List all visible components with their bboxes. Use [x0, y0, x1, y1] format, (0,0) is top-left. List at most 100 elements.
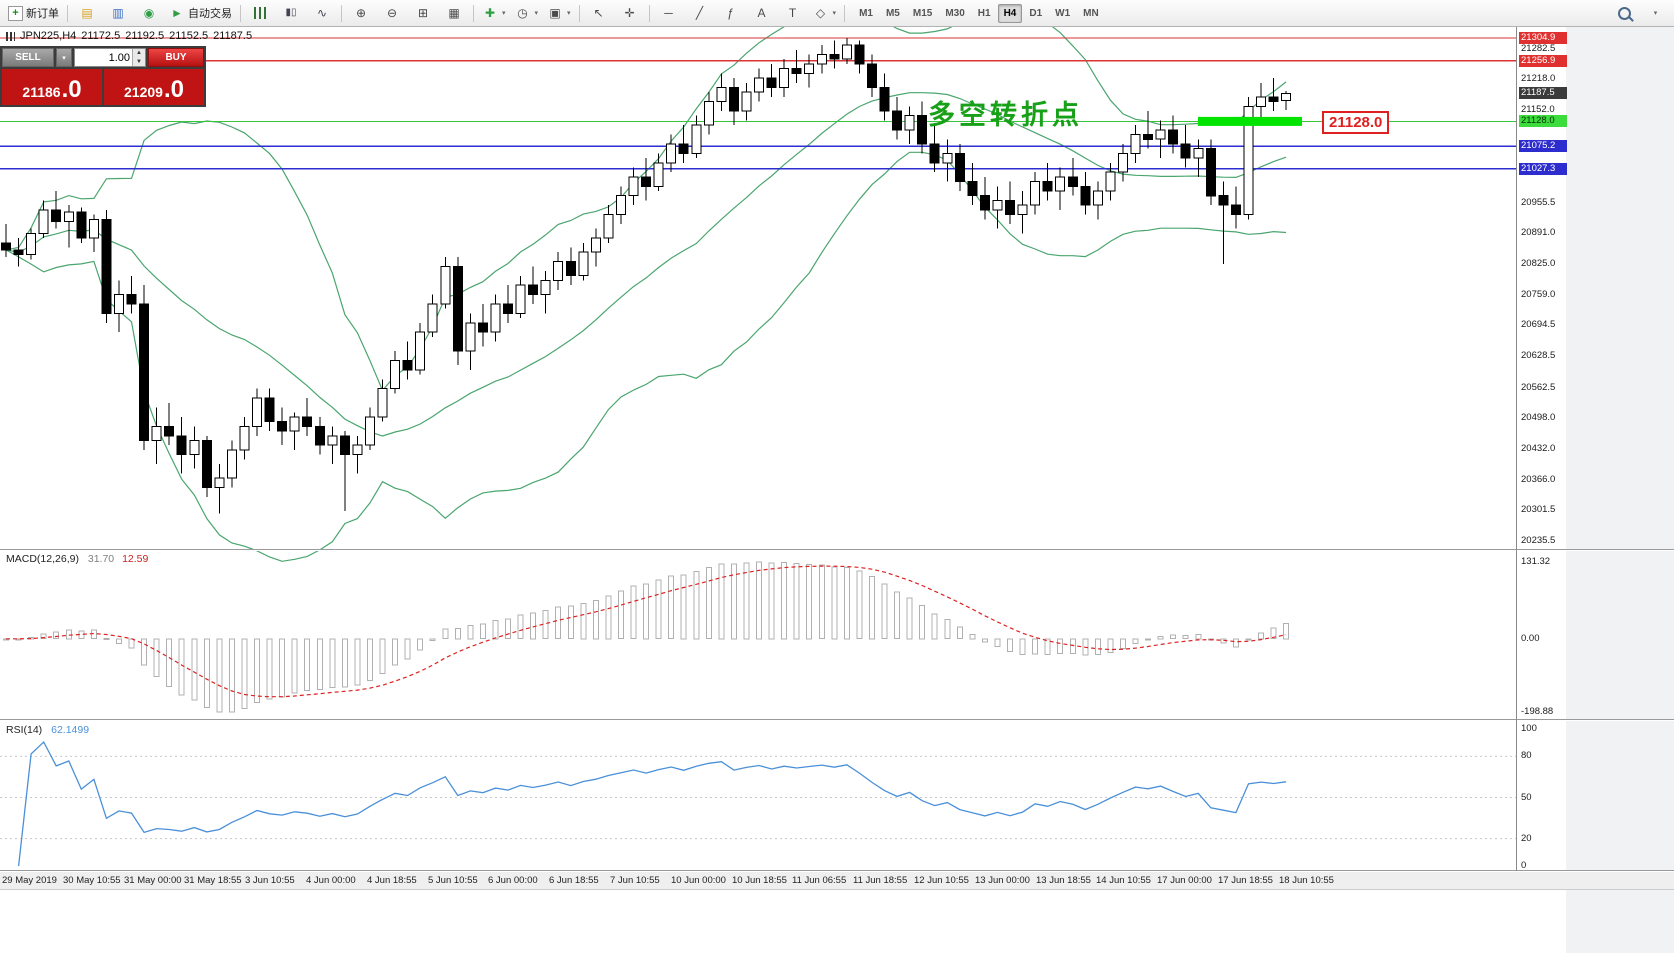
time-axis-label-1: 30 May 10:55 — [63, 875, 121, 886]
time-axis-label-13: 11 Jun 06:55 — [792, 875, 847, 886]
timeframe-h1[interactable]: H1 — [977, 7, 991, 19]
macd-axis-zero: 0.00 — [1521, 633, 1540, 644]
price-axis-label-21304.9: 21304.9 — [1519, 32, 1567, 44]
sell-price-display[interactable]: 21186 .0 — [2, 69, 102, 105]
autotrading-button[interactable]: ► 自动交易 — [165, 1, 236, 25]
volume-input[interactable] — [75, 49, 132, 66]
one-click-trade-panel: SELL ▾ ▲ ▼ BUY 21186 .0 21209 — [0, 46, 206, 107]
chart-svg — [0, 27, 1674, 953]
search-button[interactable] — [1609, 1, 1639, 25]
rsi-value: 62.1499 — [51, 724, 90, 736]
zoom-out-button[interactable]: ⊖ — [377, 1, 407, 25]
trendline-icon: ╱ — [695, 6, 704, 20]
rsi-indicator-label: RSI(14) 62.1499 — [6, 724, 89, 736]
line-chart-button[interactable]: ∿ — [307, 1, 337, 25]
rsi-name: RSI(14) — [6, 724, 43, 736]
price-axis-label-20301.5: 20301.5 — [1521, 504, 1556, 515]
timeframe-w1[interactable]: W1 — [1055, 7, 1071, 19]
price-axis-label-20235.5: 20235.5 — [1521, 535, 1556, 546]
grid-button[interactable]: ⊞ — [408, 1, 438, 25]
trade-dropdown-button[interactable]: ▾ — [56, 48, 72, 67]
templates-button[interactable]: ▣ ▾ — [543, 1, 575, 25]
cursor-button[interactable]: ↖ — [584, 1, 614, 25]
buy-button[interactable]: BUY — [148, 48, 204, 67]
bar-chart-button[interactable] — [245, 1, 275, 25]
timeframe-d1[interactable]: D1 — [1029, 7, 1043, 19]
spinner-up-icon[interactable]: ▲ — [132, 49, 145, 58]
new-order-label: 新订单 — [26, 8, 59, 20]
toolbar-separator — [648, 4, 650, 22]
shapes-icon: ◇ — [815, 6, 826, 20]
sell-button[interactable]: SELL — [2, 48, 54, 67]
price-callout-label[interactable]: 21128.0 — [1322, 111, 1390, 134]
spinner-down-icon[interactable]: ▼ — [132, 57, 145, 66]
chart-canvas[interactable] — [0, 27, 1516, 871]
highlight-zone[interactable] — [1198, 116, 1302, 126]
symbol-info: JPN225,H4 21172.5 21192.5 21152.5 21187.… — [6, 30, 252, 42]
toolbar-separator — [844, 4, 846, 22]
horizontal-line-button[interactable]: ─ — [654, 1, 684, 25]
time-axis-label-4: 3 Jun 10:55 — [245, 875, 295, 886]
timeframe-m30[interactable]: M30 — [945, 7, 965, 19]
bar-chart-icon — [253, 7, 267, 19]
tile-windows-button[interactable]: ▦ — [439, 1, 469, 25]
search-icon — [1617, 6, 1631, 20]
periods-button[interactable]: ◷ ▾ — [511, 1, 543, 25]
volume-spinner[interactable]: ▲ ▼ — [132, 49, 145, 66]
time-axis-label-12: 10 Jun 18:55 — [732, 875, 787, 886]
fibonacci-button[interactable]: ƒ — [716, 1, 746, 25]
navigator-icon: ▥ — [112, 6, 124, 20]
candle-chart-button[interactable]: ▮▯ — [276, 1, 306, 25]
timeframe-h4[interactable]: H4 — [997, 3, 1023, 23]
macd-main-value: 31.70 — [87, 553, 115, 565]
buy-price-display[interactable]: 21209 .0 — [104, 69, 204, 105]
timeframe-m1[interactable]: M1 — [859, 7, 873, 19]
trendline-button[interactable]: ╱ — [685, 1, 715, 25]
navigator-button[interactable]: ▥ — [103, 1, 133, 25]
macd-name: MACD(12,26,9) — [6, 553, 79, 565]
zoom-out-icon: ⊖ — [386, 6, 398, 20]
timeframe-mn[interactable]: MN — [1083, 7, 1099, 19]
time-axis-label-3: 31 May 18:55 — [184, 875, 242, 886]
indicators-button[interactable]: ✚ ▾ — [478, 1, 510, 25]
zoom-in-icon: ⊕ — [355, 6, 367, 20]
new-order-button[interactable]: + 新订单 — [4, 1, 63, 25]
templates-icon: ▣ — [549, 6, 561, 20]
toolbar-separator — [240, 4, 241, 22]
macd-signal-value: 12.59 — [122, 553, 149, 565]
price-axis-label-20891.0: 20891.0 — [1521, 227, 1556, 238]
zoom-in-button[interactable]: ⊕ — [346, 1, 376, 25]
profiles-button[interactable]: ▤ — [72, 1, 102, 25]
main-toolbar: + 新订单 ▤ ▥ ◉ ► 自动交易 ▮▯ ∿ ⊕ ⊖ — [0, 0, 1674, 27]
sound-button[interactable]: ◉ — [134, 1, 164, 25]
time-axis-strip — [0, 872, 1674, 889]
chart-area: JPN225,H4 21172.5 21192.5 21152.5 21187.… — [0, 27, 1674, 953]
indicators-icon: ✚ — [484, 6, 496, 20]
price-axis-label-20825.0: 20825.0 — [1521, 258, 1556, 269]
time-axis-label-8: 6 Jun 00:00 — [488, 875, 538, 886]
time-axis-label-9: 6 Jun 18:55 — [549, 875, 599, 886]
text-tool-button[interactable]: A — [747, 1, 777, 25]
dropdown-arrow-icon: ▾ — [1653, 10, 1658, 17]
shapes-button[interactable]: ◇ ▾ — [809, 1, 841, 25]
crosshair-button[interactable]: ✛ — [615, 1, 645, 25]
price-axis-label-21075.2: 21075.2 — [1519, 140, 1567, 152]
timeframe-m15[interactable]: M15 — [912, 7, 933, 19]
time-axis-label-16: 13 Jun 00:00 — [975, 875, 1030, 886]
fibonacci-icon: ƒ — [727, 6, 734, 20]
time-axis-label-18: 14 Jun 10:55 — [1096, 875, 1151, 886]
symbol-name: JPN225,H4 — [20, 30, 77, 42]
timeframe-m5[interactable]: M5 — [885, 7, 900, 19]
candle-chart-icon: ▮▯ — [285, 7, 297, 18]
right-gutter — [1566, 27, 1674, 953]
dropdown-arrow-icon: ▾ — [502, 10, 506, 17]
cursor-icon: ↖ — [593, 6, 604, 20]
toolbar-more-button[interactable]: ▾ — [1640, 1, 1670, 25]
autotrading-label: 自动交易 — [188, 8, 232, 20]
label-tool-button[interactable]: T — [778, 1, 808, 25]
rsi-axis-label-80: 80 — [1521, 750, 1532, 761]
time-axis-label-10: 7 Jun 10:55 — [610, 875, 660, 886]
price-axis-label-21152.0: 21152.0 — [1521, 104, 1555, 115]
price-close: 21187.5 — [213, 30, 253, 42]
